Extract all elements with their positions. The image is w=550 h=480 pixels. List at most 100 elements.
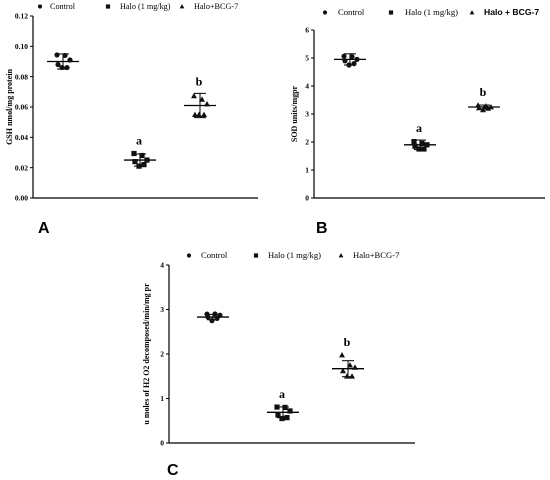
- data-point: [352, 364, 358, 370]
- data-point: [201, 111, 207, 117]
- legend-label: Halo (1 mg/kg): [268, 250, 321, 260]
- legend-label: Halo+BCG-7: [353, 250, 400, 260]
- legend-marker: [253, 253, 259, 258]
- data-point: [136, 163, 142, 169]
- data-point: [416, 146, 422, 152]
- y-axis-label: GSH nmol/mg protein: [5, 69, 14, 145]
- panel-letter: B: [316, 220, 328, 237]
- legend-label: Halo (1 mg/kg): [405, 7, 458, 17]
- group-circle: [334, 53, 366, 68]
- data-point: [340, 367, 346, 374]
- data-point: [205, 314, 211, 320]
- y-tick-label: 3: [160, 305, 164, 314]
- y-tick-label: 6: [305, 26, 309, 35]
- group-circle: [47, 52, 79, 71]
- data-point: [199, 96, 205, 102]
- group-triangle: b: [468, 85, 500, 113]
- data-point: [144, 157, 150, 163]
- y-tick-label: 0.10: [15, 42, 28, 51]
- y-axis-label: SOD units/mgpr: [290, 85, 299, 142]
- data-point: [480, 106, 486, 113]
- data-point: [349, 54, 355, 60]
- data-point: [131, 150, 137, 157]
- significance-letter: a: [136, 134, 142, 148]
- significance-letter: b: [344, 335, 351, 349]
- group-triangle: b: [184, 74, 216, 119]
- group-square: a: [124, 134, 156, 169]
- data-point: [196, 111, 202, 117]
- panel-letter: C: [167, 462, 179, 479]
- legend-marker: [338, 253, 344, 258]
- data-point: [274, 404, 280, 410]
- data-point: [354, 56, 360, 63]
- data-point: [279, 415, 285, 422]
- data-point: [282, 404, 288, 410]
- legend-marker: [37, 4, 43, 9]
- legend-marker: [322, 10, 328, 15]
- y-tick-label: 5: [305, 54, 309, 63]
- y-tick-label: 3: [305, 110, 309, 119]
- group-square: a: [404, 121, 436, 152]
- y-tick-label: 1: [160, 394, 164, 403]
- group-circle: [197, 311, 229, 324]
- data-point: [287, 408, 293, 414]
- data-point: [209, 318, 215, 324]
- significance-letter: b: [480, 85, 487, 99]
- legend-label: Control: [201, 250, 228, 260]
- y-tick-label: 0.04: [15, 133, 28, 142]
- data-point: [342, 58, 348, 64]
- legend-marker: [105, 4, 111, 9]
- chart-panel-C: 0 1 2 3 4 u moles of H2 O2 decomposed/min/mg …: [142, 250, 415, 479]
- group-triangle: b: [332, 335, 364, 379]
- legend-marker: [179, 4, 185, 9]
- y-tick-label: 0: [305, 194, 309, 203]
- data-point: [421, 146, 427, 152]
- legend-marker: [186, 253, 192, 258]
- legend-marker: [388, 10, 394, 15]
- y-tick-label: 0.12: [15, 12, 28, 21]
- data-point: [62, 52, 68, 59]
- panel-letter: A: [38, 220, 50, 237]
- y-axis-label: u moles of H2 O2 decomposed/min/mg pr: [142, 283, 151, 425]
- legend-label: Halo+BCG-7: [194, 2, 238, 11]
- data-point: [424, 142, 430, 148]
- data-point: [55, 61, 61, 68]
- significance-letter: b: [196, 74, 203, 88]
- data-point: [346, 62, 352, 68]
- data-point: [67, 57, 73, 63]
- data-point: [141, 162, 147, 168]
- data-point: [349, 373, 355, 379]
- data-point: [212, 311, 218, 317]
- y-tick-label: 2: [160, 350, 164, 359]
- data-point: [411, 139, 417, 145]
- data-point: [214, 315, 220, 321]
- data-point: [476, 104, 482, 111]
- y-tick-label: 2: [305, 138, 309, 147]
- significance-letter: a: [279, 387, 285, 401]
- data-point: [485, 105, 491, 111]
- y-tick-label: 0.02: [15, 163, 28, 172]
- y-tick-label: 0.00: [15, 194, 28, 203]
- legend-label: Halo + BCG-7: [484, 7, 539, 17]
- data-point: [59, 64, 65, 71]
- data-point: [275, 412, 281, 418]
- data-point: [412, 143, 418, 149]
- data-point: [341, 53, 347, 59]
- y-tick-label: 0.08: [15, 72, 28, 81]
- data-point: [339, 352, 345, 358]
- chart-panel-B: 0 1 2 3 4 5 6 SOD units/mgpr Control Halo (1 mg/k…: [290, 7, 545, 237]
- data-point: [419, 140, 425, 146]
- data-point: [284, 415, 290, 421]
- legend-marker: [469, 10, 475, 15]
- group-square: a: [267, 387, 299, 422]
- data-point: [191, 92, 197, 99]
- data-point: [192, 111, 198, 117]
- legend-label: Control: [50, 2, 76, 11]
- data-point: [488, 104, 494, 110]
- y-tick-label: 4: [160, 261, 164, 270]
- y-tick-label: 4: [305, 82, 309, 91]
- data-point: [139, 152, 145, 159]
- data-point: [347, 362, 353, 368]
- y-tick-label: 0: [160, 439, 164, 448]
